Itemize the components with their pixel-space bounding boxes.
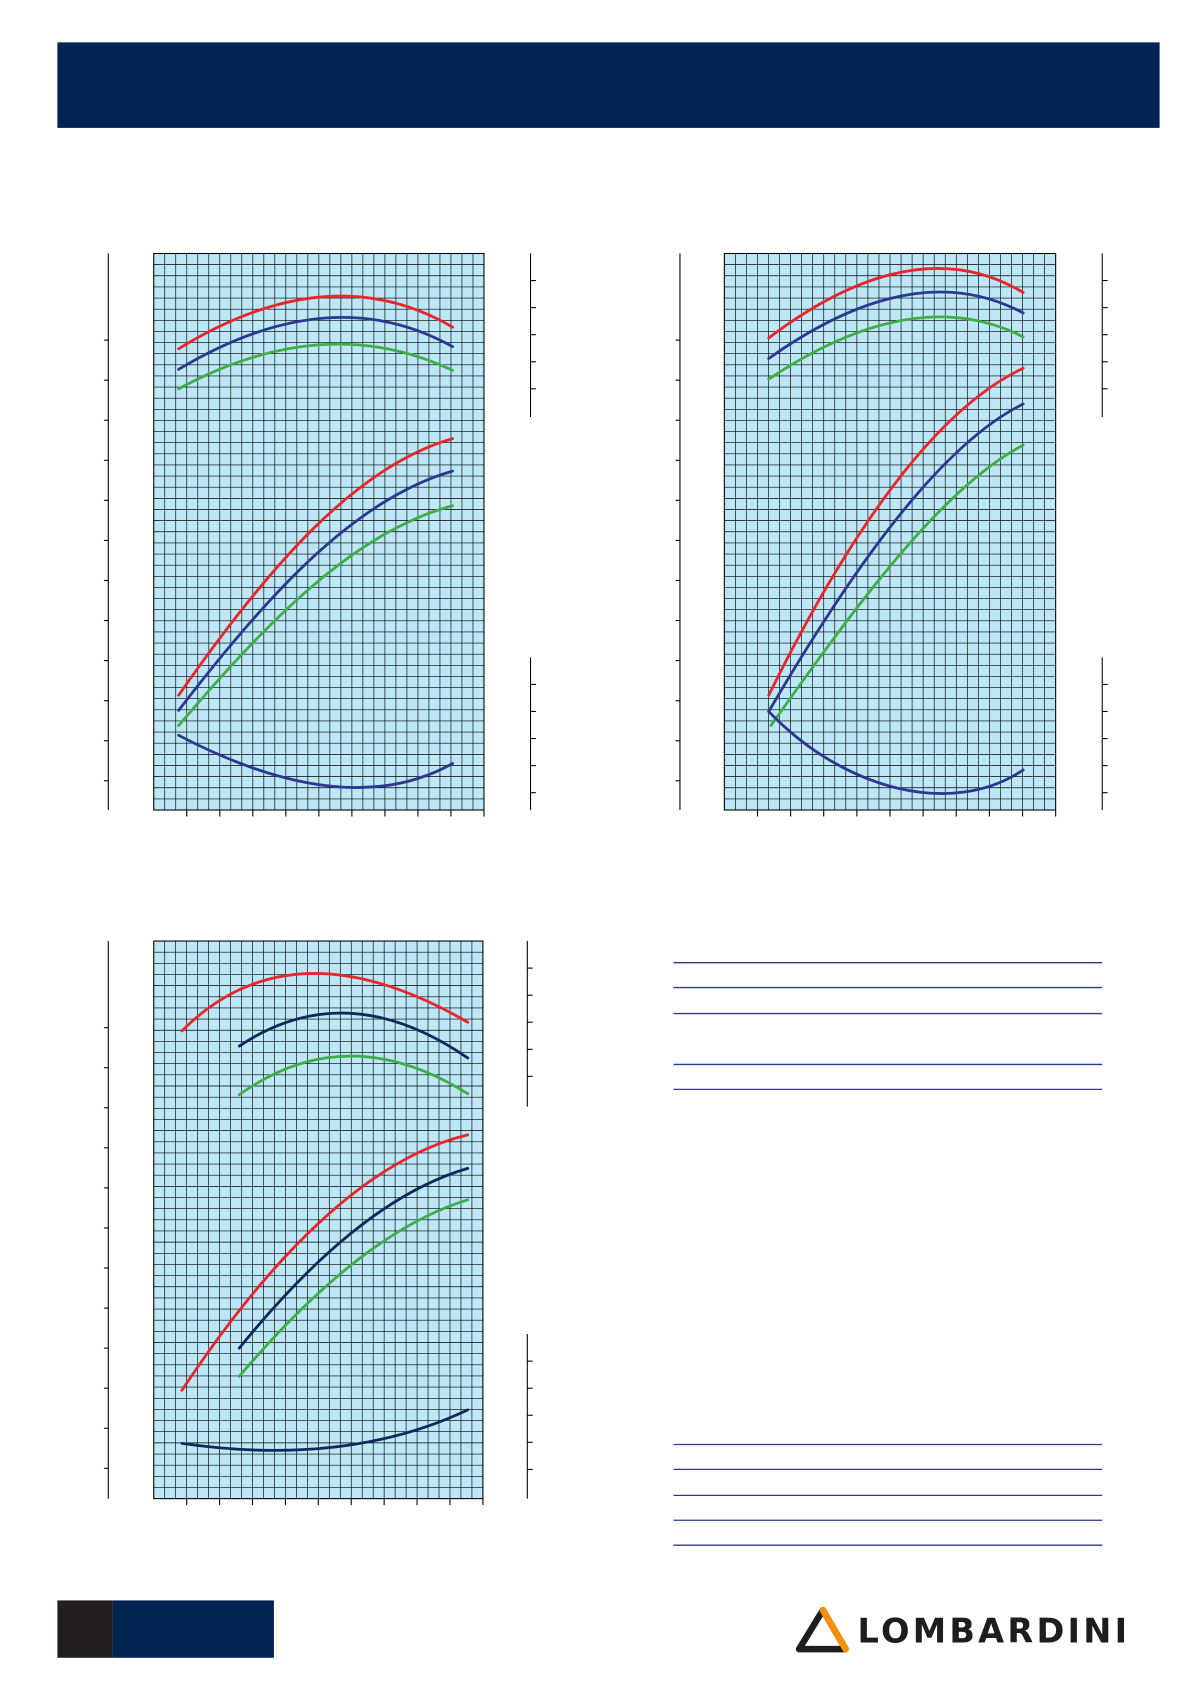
- curve: [180, 972, 470, 1033]
- curve: [180, 1133, 470, 1392]
- chart-1-curves: [177, 294, 454, 789]
- table-rules: [673, 962, 1103, 1546]
- logo-mark-accent: [819, 1606, 849, 1653]
- chart-3-curves: [180, 972, 470, 1452]
- curve: [180, 1408, 470, 1452]
- curve: [237, 1166, 470, 1350]
- footer-block: [112, 1600, 274, 1658]
- curve: [177, 504, 454, 727]
- curve: [237, 1011, 470, 1060]
- curve: [237, 1198, 470, 1378]
- curve: [177, 342, 454, 391]
- logo: LOMBARDINI: [795, 1606, 1131, 1653]
- curve: [177, 294, 454, 351]
- header-bar: [57, 42, 1160, 128]
- curve: [177, 437, 454, 697]
- logo-text: LOMBARDINI: [858, 1612, 1131, 1651]
- curve: [767, 366, 1025, 697]
- chart-2-curves: [767, 267, 1025, 795]
- curve: [769, 443, 1025, 727]
- curve: [177, 733, 454, 789]
- curve: [177, 316, 454, 371]
- charts: [103, 252, 1108, 1506]
- footer-block: [57, 1600, 113, 1658]
- curve: [767, 315, 1025, 381]
- curve: [767, 710, 1025, 795]
- curve: [177, 469, 454, 712]
- curve: [237, 1054, 470, 1097]
- curve: [767, 290, 1025, 360]
- curve: [767, 402, 1025, 713]
- curve: [767, 267, 1025, 340]
